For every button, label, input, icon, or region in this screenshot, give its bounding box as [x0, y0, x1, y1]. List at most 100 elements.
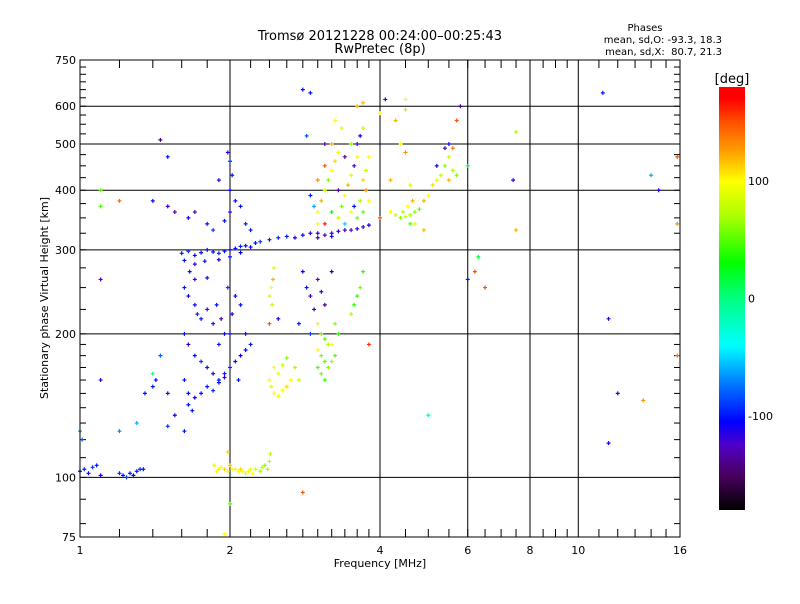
- data-point: [446, 154, 451, 159]
- data-point: [150, 198, 155, 203]
- colorbar-tick-label: 0: [748, 293, 755, 306]
- data-point: [98, 204, 103, 209]
- data-point: [222, 375, 227, 380]
- data-point: [269, 285, 274, 290]
- x-tick-label: 10: [571, 544, 585, 557]
- data-point: [319, 289, 324, 294]
- data-point: [142, 391, 147, 396]
- data-point: [182, 258, 187, 263]
- data-point: [228, 501, 232, 506]
- data-point: [319, 198, 324, 203]
- data-point: [248, 342, 253, 347]
- data-point: [80, 437, 85, 442]
- data-point: [158, 353, 163, 358]
- data-point: [336, 150, 341, 155]
- x-tick-label: 1: [77, 544, 84, 557]
- data-point: [258, 469, 263, 474]
- data-point: [358, 198, 363, 203]
- data-point: [421, 198, 426, 203]
- data-point: [186, 342, 191, 347]
- data-point: [388, 178, 393, 183]
- data-point: [675, 221, 680, 226]
- data-point: [192, 353, 197, 358]
- data-point: [153, 378, 158, 383]
- data-point: [349, 312, 354, 317]
- data-point: [403, 97, 408, 102]
- data-point: [216, 178, 221, 183]
- y-tick-label: 750: [55, 54, 76, 67]
- data-point: [336, 188, 341, 193]
- data-point: [131, 473, 136, 478]
- data-point: [228, 210, 232, 215]
- data-point: [442, 146, 447, 151]
- data-point: [165, 204, 170, 209]
- chart-title-line2: RwPretec (8p): [334, 42, 425, 57]
- data-point: [212, 463, 217, 468]
- data-point: [333, 321, 338, 326]
- data-point: [179, 251, 184, 256]
- axis-ticks: [80, 60, 680, 537]
- data-point: [326, 365, 331, 370]
- data-point: [300, 87, 305, 92]
- data-point: [412, 210, 417, 215]
- data-point: [98, 473, 103, 478]
- data-point: [98, 277, 103, 282]
- data-point: [403, 107, 408, 112]
- data-point: [228, 254, 232, 259]
- x-tick-label: 2: [227, 544, 234, 557]
- data-point: [246, 469, 251, 474]
- data-point: [134, 469, 139, 474]
- data-point: [296, 321, 301, 326]
- data-point: [345, 183, 350, 188]
- data-point: [238, 302, 243, 307]
- data-point: [236, 378, 241, 383]
- data-point: [329, 269, 334, 274]
- data-point: [216, 257, 221, 262]
- data-point: [117, 429, 122, 434]
- data-point: [186, 391, 191, 396]
- data-point: [211, 388, 216, 393]
- data-point: [262, 463, 267, 468]
- data-point: [300, 490, 305, 495]
- data-point: [315, 277, 320, 282]
- data-point: [308, 331, 313, 336]
- data-point: [349, 210, 354, 215]
- data-point: [284, 355, 289, 360]
- data-point: [236, 469, 241, 474]
- data-point: [329, 359, 334, 364]
- data-point: [352, 204, 357, 209]
- data-point: [472, 269, 477, 274]
- data-point: [165, 391, 170, 396]
- data-point: [280, 388, 285, 393]
- data-point: [600, 90, 605, 95]
- data-point: [228, 331, 232, 336]
- data-point: [225, 469, 230, 474]
- data-point: [186, 402, 191, 407]
- data-point: [238, 244, 243, 249]
- data-point: [222, 371, 227, 376]
- data-point: [267, 378, 272, 383]
- data-point: [258, 239, 263, 244]
- data-point: [326, 178, 331, 183]
- data-point: [514, 129, 519, 134]
- data-point: [352, 163, 357, 168]
- data-point: [233, 198, 238, 203]
- data-point: [199, 250, 204, 255]
- data-point: [361, 100, 366, 105]
- data-point: [90, 465, 95, 470]
- data-point: [304, 133, 309, 138]
- data-point: [284, 384, 289, 389]
- data-point: [233, 294, 238, 299]
- x-tick-labels: 1 2 4 6 8 10 16: [77, 544, 688, 557]
- data-point: [280, 363, 285, 368]
- data-point: [165, 154, 170, 159]
- data-point: [205, 307, 210, 312]
- colorbar-tick-labels: 100 0 -100: [748, 175, 773, 423]
- data-point: [408, 183, 413, 188]
- data-point: [205, 384, 210, 389]
- data-point: [426, 193, 431, 198]
- x-tick-label: 6: [464, 544, 471, 557]
- data-point: [192, 302, 197, 307]
- data-point: [336, 229, 341, 234]
- data-point: [361, 126, 366, 131]
